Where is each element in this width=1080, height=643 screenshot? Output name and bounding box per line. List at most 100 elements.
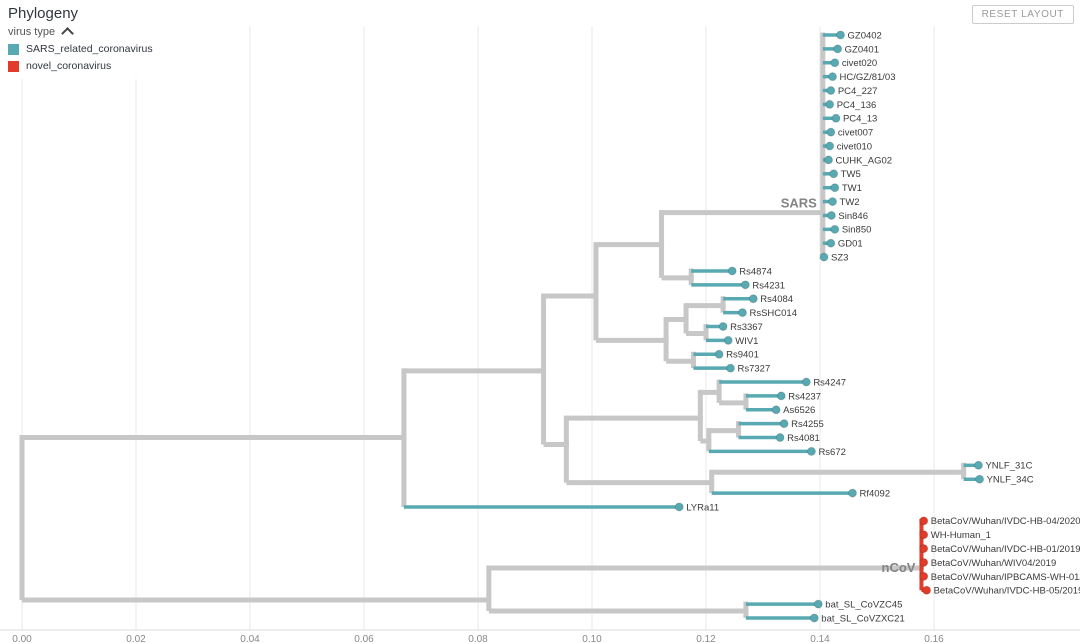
tip-label[interactable]: BetaCoV/Wuhan/IVDC-HB-04/2020 xyxy=(931,516,1080,527)
tip-label[interactable]: Rs4247 xyxy=(813,377,846,388)
tip-label[interactable]: SZ3 xyxy=(831,252,848,263)
tip-label[interactable]: bat_SL_CoVZXC21 xyxy=(821,613,904,624)
tip-dot[interactable] xyxy=(833,44,843,54)
tip-dot[interactable] xyxy=(830,224,840,234)
tip-label[interactable]: civet010 xyxy=(837,141,872,152)
tip-dot[interactable] xyxy=(919,557,929,567)
tip-label[interactable]: Sin846 xyxy=(838,211,868,222)
tip-dot[interactable] xyxy=(828,197,838,207)
tip-dot[interactable] xyxy=(714,349,724,359)
tip-dot[interactable] xyxy=(830,183,840,193)
tip-label[interactable]: civet020 xyxy=(842,58,877,69)
tip-dot[interactable] xyxy=(919,544,929,554)
tip-label[interactable]: civet007 xyxy=(838,128,873,139)
tip-dot[interactable] xyxy=(831,113,841,123)
tip-dot[interactable] xyxy=(973,460,983,470)
tip-label[interactable]: CUHK_AG02 xyxy=(836,155,893,166)
tip-dot[interactable] xyxy=(809,613,819,623)
tip-dot[interactable] xyxy=(919,516,929,526)
tip-dot[interactable] xyxy=(829,169,839,179)
tip-label[interactable]: GZ0401 xyxy=(845,44,879,55)
tip-dot[interactable] xyxy=(748,294,758,304)
legend-swatch xyxy=(8,43,19,55)
tip-dot[interactable] xyxy=(826,210,836,220)
tip-label[interactable]: Sin850 xyxy=(842,225,872,236)
tip-label[interactable]: Rs4231 xyxy=(752,280,785,291)
tip-label[interactable]: TW5 xyxy=(841,169,861,180)
tip-label[interactable]: WH-Human_1 xyxy=(931,530,991,541)
tip-dot[interactable] xyxy=(830,58,840,68)
tip-dot[interactable] xyxy=(922,585,932,595)
tip-dot[interactable] xyxy=(801,377,811,387)
tip-dot[interactable] xyxy=(723,335,733,345)
tip-label[interactable]: Rs4081 xyxy=(787,433,820,444)
tip-dot[interactable] xyxy=(825,141,835,151)
tip-dot[interactable] xyxy=(806,446,816,456)
axis-tick-label: 0.00 xyxy=(12,634,32,643)
tip-label[interactable]: Rs9401 xyxy=(726,350,759,361)
tip-label[interactable]: BetaCoV/Wuhan/IVDC-HB-05/2019 xyxy=(934,586,1080,597)
tip-dot[interactable] xyxy=(826,127,836,137)
tip-label[interactable]: PC4_13 xyxy=(843,114,877,125)
tip-label[interactable]: YNLF_34C xyxy=(987,475,1034,486)
tip-dot[interactable] xyxy=(779,419,789,429)
tip-dot[interactable] xyxy=(775,433,785,443)
tip-dot[interactable] xyxy=(740,280,750,290)
tip-dot[interactable] xyxy=(776,391,786,401)
tip-dot[interactable] xyxy=(726,363,736,373)
tip-label[interactable]: Rs4084 xyxy=(760,294,793,305)
tip-dot[interactable] xyxy=(919,530,929,540)
tip-dot[interactable] xyxy=(975,474,985,484)
tip-dot[interactable] xyxy=(847,488,857,498)
tip-dot[interactable] xyxy=(813,599,823,609)
tip-dot[interactable] xyxy=(828,72,838,82)
tip-label[interactable]: BetaCoV/Wuhan/WIV04/2019 xyxy=(931,558,1057,569)
legend-title: virus type xyxy=(8,26,56,38)
tip-dot[interactable] xyxy=(826,86,836,96)
tip-label[interactable]: BetaCoV/Wuhan/IVDC-HB-01/2019 xyxy=(931,544,1080,555)
tip-label[interactable]: PC4_227 xyxy=(838,86,878,97)
tip-label[interactable]: RsSHC014 xyxy=(749,308,797,319)
chevron-up-icon[interactable] xyxy=(61,27,74,40)
tip-label[interactable]: YNLF_31C xyxy=(985,461,1032,472)
tip-label[interactable]: WIV1 xyxy=(735,336,758,347)
tip-dot[interactable] xyxy=(836,30,846,40)
tip-dot[interactable] xyxy=(819,252,829,262)
tip-label[interactable]: TW2 xyxy=(840,197,860,208)
tip-label[interactable]: Rf4092 xyxy=(859,488,890,499)
tip-label[interactable]: LYRa11 xyxy=(686,502,719,513)
tip-dot[interactable] xyxy=(727,266,737,276)
tip-label[interactable]: As6526 xyxy=(783,405,815,416)
tip-dot[interactable] xyxy=(674,502,684,512)
legend-item[interactable]: SARS_related_coronavirus xyxy=(8,43,153,55)
tip-label[interactable]: Rs672 xyxy=(818,447,845,458)
tip-dot[interactable] xyxy=(718,322,728,332)
tip-dot[interactable] xyxy=(771,405,781,415)
tip-label[interactable]: GD01 xyxy=(838,239,863,250)
clade-label-nCoV: nCoV xyxy=(882,560,916,575)
tip-label[interactable]: bat_SL_CoVZC45 xyxy=(825,600,902,611)
tip-dot[interactable] xyxy=(919,571,929,581)
tip-dot[interactable] xyxy=(826,238,836,248)
tip-dot[interactable] xyxy=(824,155,834,165)
tip-label[interactable]: HC/GZ/81/03 xyxy=(840,72,896,83)
tip-label[interactable]: PC4_136 xyxy=(837,100,877,111)
tip-label[interactable]: Rs3367 xyxy=(730,322,763,333)
tip-dot[interactable] xyxy=(825,99,835,109)
tip-label[interactable]: TW1 xyxy=(842,183,862,194)
axis-tick-label: 0.06 xyxy=(354,634,374,643)
page-title: Phylogeny xyxy=(8,5,79,22)
tip-label[interactable]: Rs4237 xyxy=(788,391,821,402)
tip-label[interactable]: Rs7327 xyxy=(738,364,771,375)
tip-label[interactable]: Rs4255 xyxy=(791,419,824,430)
tip-label[interactable]: BetaCoV/Wuhan/IPBCAMS-WH-01/2 xyxy=(931,572,1080,583)
legend-item-label: novel_coronavirus xyxy=(26,60,112,72)
tip-label[interactable]: GZ0402 xyxy=(848,30,882,41)
legend-item[interactable]: novel_coronavirus xyxy=(8,60,153,72)
reset-layout-button[interactable]: RESET LAYOUT xyxy=(971,5,1074,24)
tip-dot[interactable] xyxy=(737,308,747,318)
tip-label[interactable]: Rs4874 xyxy=(739,266,772,277)
axis-tick-label: 0.10 xyxy=(582,634,602,643)
